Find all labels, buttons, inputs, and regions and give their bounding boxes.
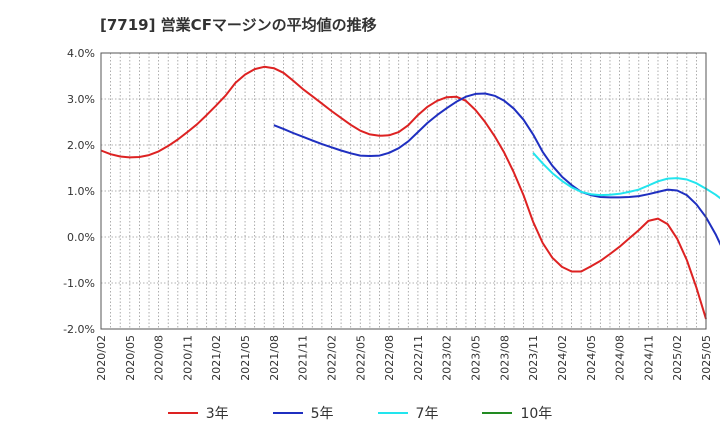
series-line-7年 (532, 152, 720, 200)
y-tick-label: 2.0% (67, 139, 95, 152)
plot-frame (100, 52, 707, 330)
series-line-5年 (273, 92, 720, 246)
x-tick-label: 2025/02 (671, 335, 684, 381)
x-tick-label: 2022/11 (412, 335, 425, 381)
x-tick-label: 2022/02 (325, 335, 338, 381)
grid-lines (100, 52, 707, 330)
y-tick-label: -1.0% (63, 277, 95, 290)
y-axis-ticks: 4.0% 3.0% 2.0% 1.0% 0.0% -1.0% -2.0% (63, 47, 95, 336)
legend-swatch (167, 412, 198, 414)
x-tick-label: 2021/08 (268, 335, 281, 381)
y-tick-label: -2.0% (63, 323, 95, 336)
x-tick-label: 2020/08 (153, 335, 166, 381)
legend-item: 3年 (167, 403, 229, 423)
chart-title: [7719] 営業CFマージンの平均値の推移 (100, 16, 377, 34)
y-tick-label: 3.0% (67, 93, 95, 106)
series-lines (100, 65, 720, 320)
x-tick-label: 2021/02 (210, 335, 223, 381)
x-tick-label: 2025/05 (700, 335, 713, 381)
legend-item: 10年 (482, 403, 552, 423)
x-tick-label: 2023/05 (470, 335, 483, 381)
y-tick-label: 0.0% (67, 231, 95, 244)
x-tick-label: 2024/08 (614, 335, 627, 381)
x-tick-label: 2021/05 (239, 335, 252, 381)
series-line-3年 (100, 65, 707, 320)
x-tick-label: 2021/11 (297, 335, 310, 381)
x-tick-label: 2022/05 (354, 335, 367, 381)
x-tick-label: 2024/02 (556, 335, 569, 381)
legend: 3年 5年 7年 10年 (0, 403, 720, 423)
x-tick-label: 2022/08 (383, 335, 396, 381)
x-tick-label: 2024/05 (585, 335, 598, 381)
legend-label: 3年 (205, 406, 229, 422)
legend-item: 7年 (377, 403, 439, 423)
x-axis-ticks: 2020/02 2020/05 2020/08 2020/11 2021/02 2021/… (95, 335, 713, 381)
y-tick-label: 1.0% (67, 185, 95, 198)
x-tick-label: 2023/02 (441, 335, 454, 381)
legend-label: 10年 (520, 406, 553, 422)
x-tick-label: 2023/08 (498, 335, 511, 381)
y-tick-label: 4.0% (67, 47, 95, 60)
legend-label: 5年 (310, 406, 334, 422)
legend-swatch (482, 412, 513, 414)
legend-swatch (377, 412, 408, 414)
legend-swatch (272, 412, 303, 414)
x-tick-label: 2020/11 (181, 335, 194, 381)
x-tick-label: 2020/02 (95, 335, 108, 381)
x-tick-label: 2020/05 (124, 335, 137, 381)
legend-item: 5年 (272, 403, 334, 423)
x-tick-label: 2024/11 (642, 335, 655, 381)
x-tick-label: 2023/11 (527, 335, 540, 381)
legend-label: 7年 (415, 406, 439, 422)
